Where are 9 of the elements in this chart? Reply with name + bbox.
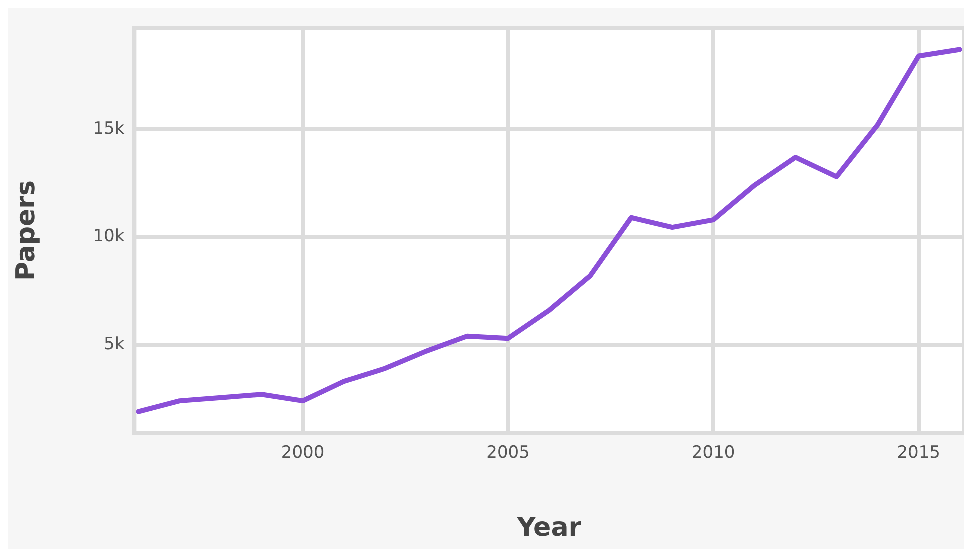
y-tick-label: 5k bbox=[104, 334, 125, 354]
y-tick-label: 10k bbox=[93, 226, 125, 247]
x-axis-title: Year bbox=[516, 513, 582, 544]
y-tick-label: 15k bbox=[93, 118, 125, 139]
y-axis-title: Papers bbox=[11, 180, 42, 282]
x-tick-label: 2005 bbox=[486, 443, 530, 464]
x-tick-label: 2015 bbox=[897, 443, 940, 464]
x-tick-label: 2000 bbox=[281, 443, 325, 464]
x-tick-label: 2010 bbox=[692, 443, 736, 464]
